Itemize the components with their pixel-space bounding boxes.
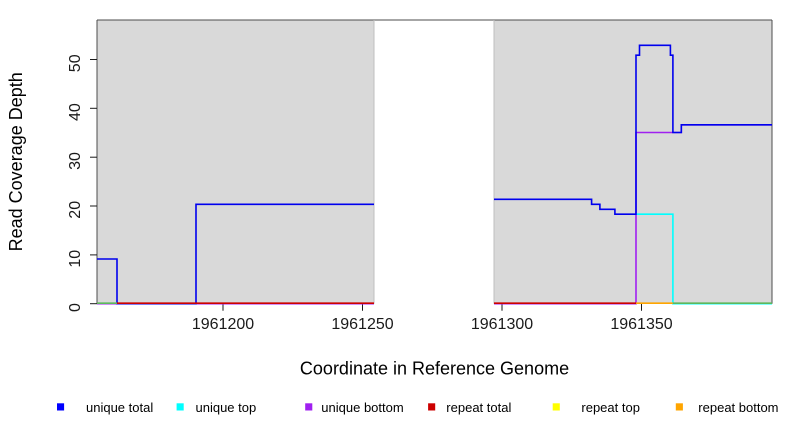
svg-text:10: 10	[67, 250, 84, 268]
svg-text:40: 40	[67, 103, 84, 121]
svg-text:1961300: 1961300	[471, 316, 533, 333]
svg-text:20: 20	[67, 201, 84, 219]
svg-text:unique bottom: unique bottom	[321, 400, 403, 415]
svg-text:1961250: 1961250	[331, 316, 393, 333]
svg-text:Coordinate in Reference Genome: Coordinate in Reference Genome	[300, 359, 569, 379]
svg-text:0: 0	[67, 303, 84, 312]
svg-text:1961350: 1961350	[610, 316, 672, 333]
svg-text:Read Coverage Depth: Read Coverage Depth	[6, 72, 26, 251]
svg-text:30: 30	[67, 152, 84, 170]
svg-text:repeat bottom: repeat bottom	[698, 400, 778, 415]
svg-text:50: 50	[67, 54, 84, 72]
svg-text:repeat total: repeat total	[446, 400, 511, 415]
svg-text:unique top: unique top	[196, 400, 257, 415]
svg-text:unique total: unique total	[86, 400, 153, 415]
svg-text:1961200: 1961200	[192, 316, 254, 333]
svg-text:repeat top: repeat top	[581, 400, 640, 415]
